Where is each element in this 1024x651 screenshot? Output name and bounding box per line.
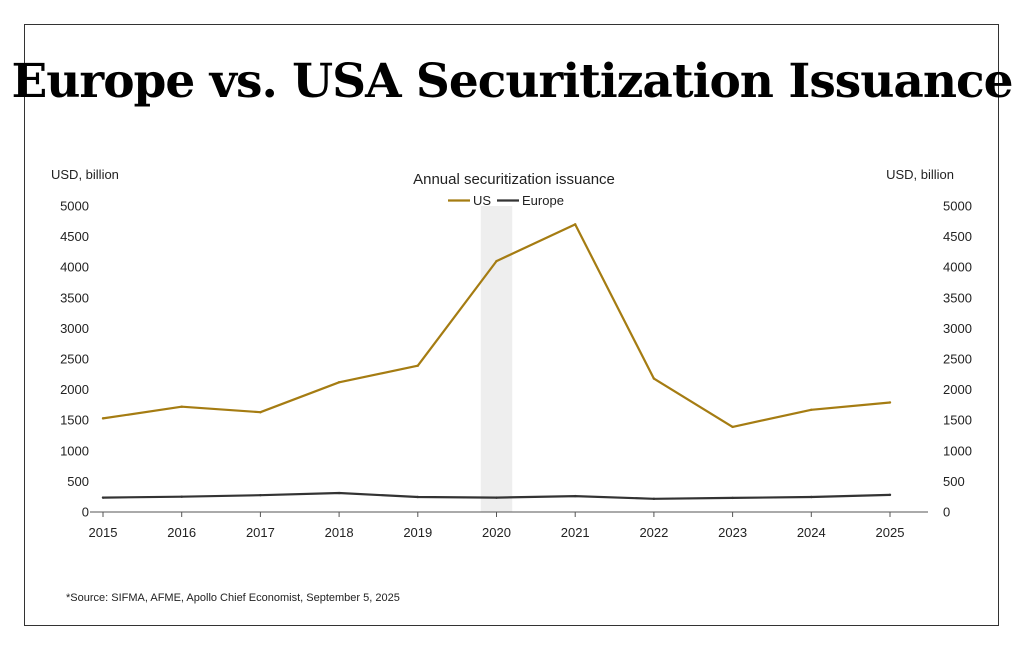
y-tick-label-left: 1000 — [60, 443, 89, 458]
data-point-us — [259, 411, 262, 414]
data-point-us — [888, 401, 892, 404]
data-point-us — [731, 425, 734, 429]
chart-title: Annual securitization issuance — [413, 171, 615, 188]
x-tick-label: 2023 — [718, 525, 747, 540]
data-point-europe — [180, 495, 183, 498]
data-point-europe — [652, 497, 656, 501]
y-tick-label-left: 4500 — [60, 229, 89, 244]
y-tick-label-right: 500 — [943, 474, 965, 489]
y-axis-left: 0 500 1000 1500 2000 2500 3000 3500 4000 4500 5000 — [60, 199, 89, 520]
x-tick-label: 2024 — [797, 525, 826, 540]
y-tick-label-left: 2500 — [60, 352, 89, 367]
data-point-us — [574, 223, 577, 226]
data-point-europe — [337, 491, 341, 495]
legend-label-europe: Europe — [522, 193, 564, 208]
x-tick-label: 2016 — [167, 525, 196, 540]
y-tick-label-left: 4000 — [60, 260, 89, 275]
y-tick-label-left: 0 — [82, 505, 89, 520]
x-tick-label: 2018 — [325, 525, 354, 540]
data-point-europe — [731, 496, 734, 500]
y-tick-label-right: 5000 — [943, 199, 972, 214]
x-tick-label: 2020 — [482, 525, 511, 540]
y-tick-label-left: 5000 — [60, 199, 89, 214]
y-tick-label-left: 3500 — [60, 290, 89, 305]
data-point-europe — [574, 494, 577, 498]
y-tick-label-left: 3000 — [60, 321, 89, 336]
y-tick-label-right: 1000 — [943, 443, 972, 458]
y-tick-label-right: 3500 — [943, 290, 972, 305]
data-point-europe — [101, 496, 105, 499]
data-point-us — [652, 377, 656, 380]
data-point-us — [416, 364, 419, 367]
data-point-us — [101, 417, 105, 420]
y-tick-label-right: 0 — [943, 505, 950, 520]
legend-label-us: US — [473, 193, 491, 208]
x-tick-label: 2021 — [561, 525, 590, 540]
y-tick-label-right: 3000 — [943, 321, 972, 336]
x-tick-label: 2017 — [246, 525, 275, 540]
data-point-europe — [259, 493, 262, 497]
data-point-europe — [495, 496, 498, 499]
source-note: *Source: SIFMA, AFME, Apollo Chief Econo… — [66, 592, 400, 604]
y-axis-right: 0 500 1000 1500 2000 2500 3000 3500 4000 4500 5000 — [943, 199, 972, 520]
series-layer — [101, 223, 892, 501]
x-tick-label: 2019 — [403, 525, 432, 540]
legend: US Europe — [448, 193, 564, 208]
data-point-us — [337, 381, 341, 384]
y-tick-label-left: 500 — [67, 474, 89, 489]
y-tick-label-right: 2000 — [943, 382, 972, 397]
data-point-europe — [810, 495, 813, 499]
data-point-europe — [416, 495, 419, 499]
x-tick-label: 2022 — [639, 525, 668, 540]
x-tick-label: 2025 — [876, 525, 905, 540]
data-point-us — [180, 405, 183, 408]
left-axis-unit-label: USD, billion — [51, 167, 119, 182]
y-tick-label-right: 4500 — [943, 229, 972, 244]
y-tick-label-right: 4000 — [943, 260, 972, 275]
y-tick-label-left: 2000 — [60, 382, 89, 397]
y-tick-label-left: 1500 — [60, 413, 89, 428]
data-point-us — [495, 259, 498, 263]
x-tick-label: 2015 — [89, 525, 118, 540]
right-axis-unit-label: USD, billion — [886, 167, 954, 182]
highlight-band-2020 — [480, 206, 513, 512]
y-tick-label-right: 1500 — [943, 413, 972, 428]
x-axis: 2015 2016 2017 2018 2019 2020 2021 2022 2023 2024… — [89, 511, 928, 540]
y-tick-label-right: 2500 — [943, 352, 972, 367]
data-point-europe — [888, 493, 892, 497]
data-point-us — [810, 408, 813, 411]
page-title: Europe vs. USA Securitization Issuance — [11, 54, 1013, 109]
